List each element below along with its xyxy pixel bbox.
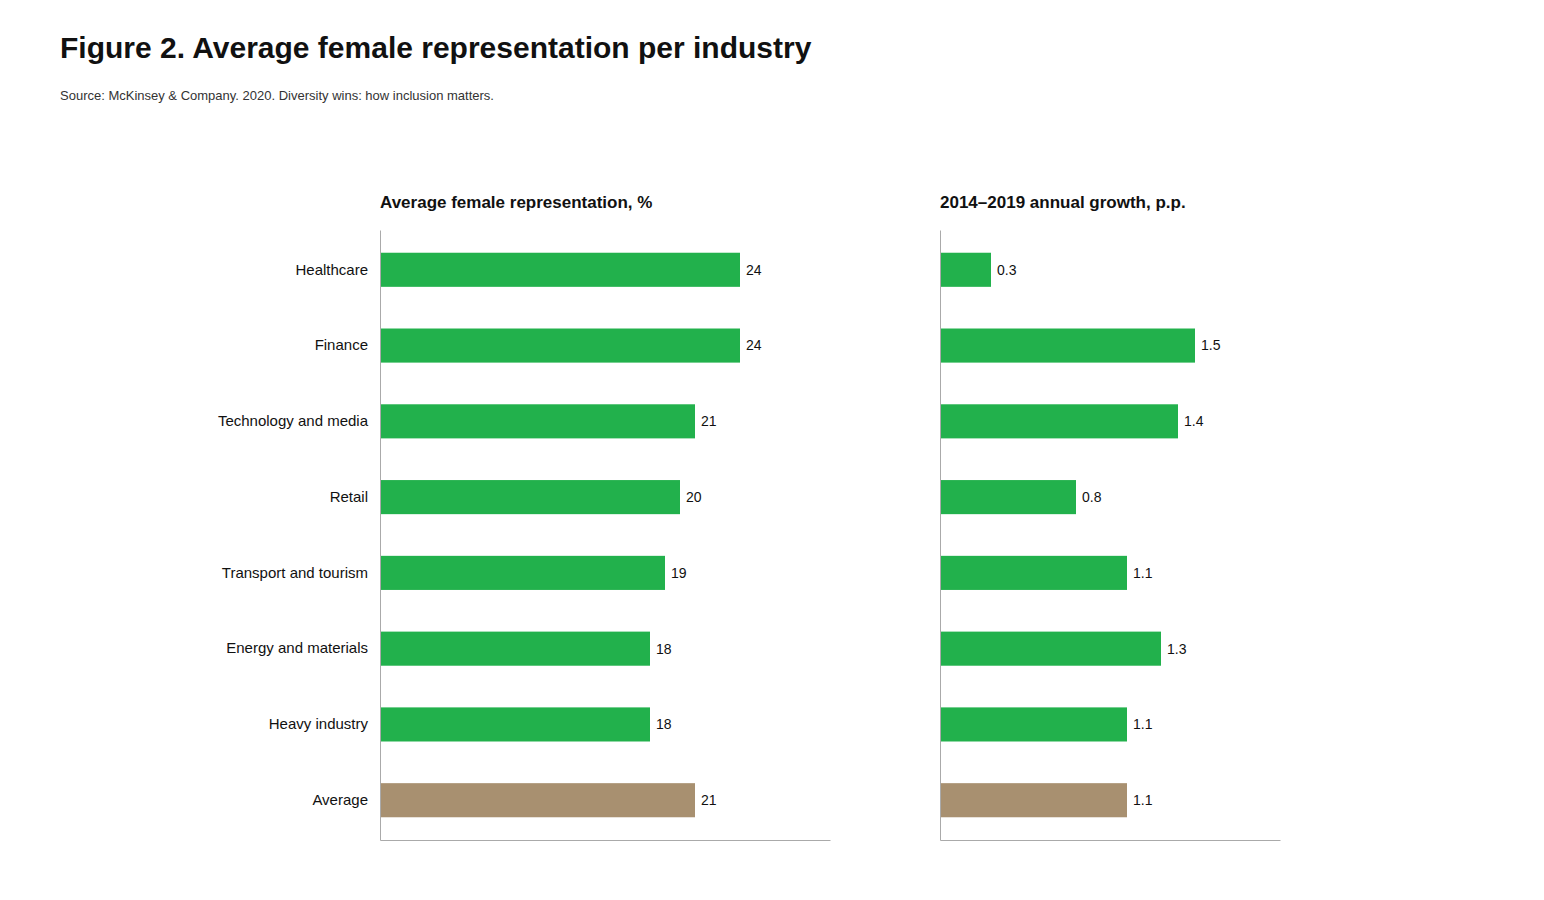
bar	[940, 480, 1076, 514]
data-label: 18	[656, 641, 672, 657]
bar	[940, 329, 1195, 363]
data-label: 1.1	[1133, 716, 1153, 732]
y-tick: Finance	[315, 336, 380, 353]
bar	[380, 253, 740, 287]
y-tick-label: Healthcare	[295, 261, 368, 278]
y-axis	[940, 231, 941, 841]
data-label: 18	[656, 716, 672, 732]
bar	[940, 632, 1161, 666]
data-label: 0.3	[997, 262, 1017, 278]
chart-title: Figure 2. Average female representation …	[60, 31, 812, 64]
panel: 2014–2019 annual growth, p.p.0.31.51.40.…	[940, 193, 1281, 841]
y-tick-label: Technology and media	[218, 412, 369, 429]
data-label: 19	[671, 565, 687, 581]
bar	[380, 707, 650, 741]
y-tick: Energy and materials	[226, 639, 380, 656]
chart-svg: Figure 2. Average female representation …	[0, 0, 1544, 900]
data-label: 24	[746, 262, 762, 278]
x-axis	[941, 840, 1281, 841]
bar	[940, 253, 991, 287]
data-label: 21	[701, 792, 717, 808]
y-tick-label: Finance	[315, 336, 368, 353]
data-label: 1.1	[1133, 792, 1153, 808]
x-axis-line	[941, 840, 1281, 841]
bars	[940, 253, 1195, 818]
x-axis	[381, 840, 831, 841]
y-tick: Technology and media	[218, 412, 380, 429]
x-axis-line	[381, 840, 831, 841]
bar	[380, 329, 740, 363]
y-tick: Average	[312, 791, 380, 808]
bar	[940, 404, 1178, 438]
data-label: 0.8	[1082, 489, 1102, 505]
data-label: 1.3	[1167, 641, 1187, 657]
bar	[380, 632, 650, 666]
y-tick: Heavy industry	[269, 715, 380, 732]
bar	[380, 783, 695, 817]
bar	[380, 480, 680, 514]
y-tick-label: Energy and materials	[226, 639, 368, 656]
data-label: 1.4	[1184, 413, 1204, 429]
y-tick-label: Heavy industry	[269, 715, 369, 732]
chart-subtitle: Source: McKinsey & Company. 2020. Divers…	[60, 88, 494, 103]
y-tick-label: Retail	[330, 488, 368, 505]
data-label: 24	[746, 337, 762, 353]
bars	[380, 253, 740, 818]
y-tick: Healthcare	[295, 261, 380, 278]
data-labels: 0.3 1.5 1.4 0.8 1.1 1.3 1.1 1.1	[997, 262, 1221, 808]
y-tick-label: Average	[312, 791, 368, 808]
panel: Average female representation, % 24 24 21 20…	[218, 193, 831, 841]
data-label: 21	[701, 413, 717, 429]
data-label: 1.1	[1133, 565, 1153, 581]
axis-label: 2014–2019 annual growth, p.p.	[940, 193, 1186, 212]
data-label: 20	[686, 489, 702, 505]
axis-label: Average female representation, %	[380, 193, 652, 212]
data-labels: 24 24 21 20 19 18 18 21	[656, 262, 762, 808]
bar	[380, 556, 665, 590]
bar	[940, 556, 1127, 590]
y-tick: Transport and tourism	[222, 564, 380, 581]
bar	[940, 783, 1127, 817]
y-tick: Retail	[330, 488, 380, 505]
y-axis-line	[940, 231, 941, 841]
bar	[380, 404, 695, 438]
y-axis-line	[380, 231, 381, 841]
data-label: 1.5	[1201, 337, 1221, 353]
y-tick-label: Transport and tourism	[222, 564, 368, 581]
bar	[940, 707, 1127, 741]
y-axis: Healthcare Finance Technology and media Ret…	[218, 231, 381, 841]
